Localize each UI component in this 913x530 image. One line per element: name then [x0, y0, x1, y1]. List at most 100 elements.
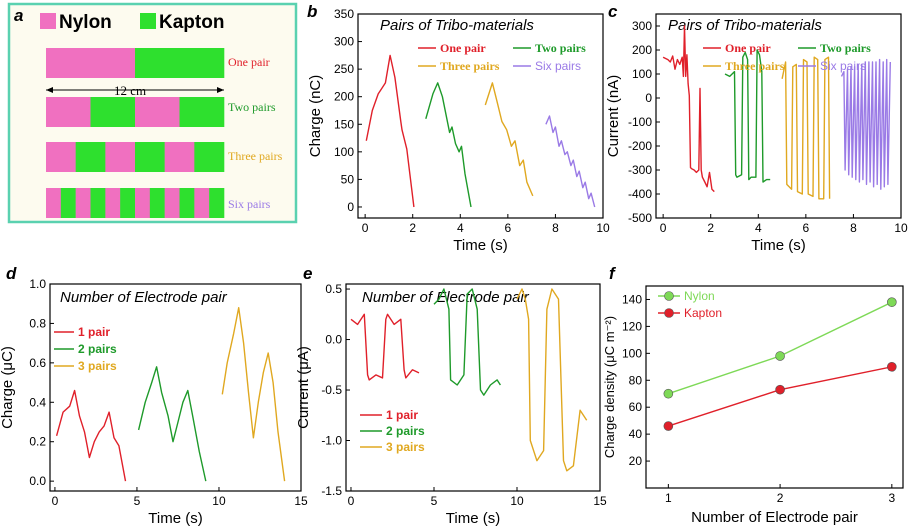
- y-axis-label: Charge (μC): [0, 346, 16, 429]
- legend-label: 2 pairs: [78, 342, 117, 356]
- y-tick-label: 0.5: [325, 282, 342, 296]
- panel-a: a Nylon Kapton 12 cm One pair Two pairs …: [7, 2, 298, 224]
- y-tick-label: 50: [341, 172, 355, 186]
- x-tick-label: 2: [409, 221, 416, 235]
- y-tick-label: -500: [628, 211, 652, 225]
- strip-segment: [105, 142, 136, 172]
- y-tick-label: -1.5: [321, 484, 342, 498]
- legend-label: 3 pairs: [386, 440, 425, 454]
- y-tick-label: 100: [334, 145, 354, 159]
- legend-label: Three pairs: [440, 59, 500, 73]
- y-tick-label: 200: [334, 90, 354, 104]
- row-label-three-pairs: Three pairs: [228, 149, 283, 163]
- y-axis-label: Charge density (μC m⁻²): [602, 316, 617, 458]
- legend-label: 3 pairs: [78, 359, 117, 373]
- strip-segment: [75, 142, 106, 172]
- legend-label: Three pairs: [725, 59, 785, 73]
- legend-marker: [664, 291, 674, 301]
- plot-frame: [345, 283, 601, 492]
- x-tick-label: 10: [596, 221, 610, 235]
- y-tick-label: 1.0: [29, 277, 46, 291]
- nylon-swatch: [40, 13, 56, 29]
- x-tick-label: 6: [803, 221, 810, 235]
- strip-segment: [194, 142, 225, 172]
- strip-segment: [164, 142, 195, 172]
- legend-label: Six pairs: [535, 59, 581, 73]
- legend-label: 1 pair: [386, 408, 418, 422]
- panel-d-label: d: [6, 264, 17, 283]
- series-line-two-pairs: [425, 82, 472, 208]
- series-line-kapton: [668, 366, 892, 427]
- series-line-3-pairs: [516, 288, 588, 472]
- strip-segment: [46, 48, 136, 78]
- panel-f: f 1 2 3 20 40 60 80 100 120 140 Number of Electrode…: [602, 264, 904, 526]
- x-tick-label: 8: [552, 221, 559, 235]
- plot-frame: [645, 285, 904, 489]
- strip-segment: [46, 188, 62, 218]
- y-tick-label: 0: [347, 200, 354, 214]
- y-tick-label: 0.2: [29, 435, 46, 449]
- y-tick-label: 40: [629, 427, 643, 441]
- legend-label: One pair: [725, 41, 771, 55]
- y-tick-label: 0.0: [29, 474, 46, 488]
- y-tick-label: 250: [334, 62, 354, 76]
- series-line-1-pair: [350, 313, 420, 381]
- legend-label: Kapton: [684, 306, 722, 320]
- panel-e-label: e: [303, 264, 312, 283]
- panel-f-label: f: [609, 264, 617, 283]
- x-tick-label: 5: [431, 494, 438, 508]
- series-line-2-pairs: [137, 366, 207, 482]
- legend-label: 1 pair: [78, 325, 110, 339]
- panel-a-label: a: [14, 6, 23, 25]
- x-axis-label: Time (s): [453, 237, 507, 254]
- strip-segment: [46, 142, 76, 172]
- strip-segment: [179, 97, 225, 127]
- strip-segment: [120, 188, 136, 218]
- y-tick-label: -1.0: [321, 434, 342, 448]
- x-tick-label: 4: [457, 221, 464, 235]
- x-tick-label: 2: [707, 221, 714, 235]
- x-tick-label: 10: [894, 221, 908, 235]
- series-line-one-pair: [662, 25, 715, 193]
- kapton-legend-label: Kapton: [159, 12, 224, 33]
- legend-label: Two pairs: [820, 41, 871, 55]
- panel-b-label: b: [307, 2, 317, 21]
- x-tick-label: 10: [510, 494, 524, 508]
- x-tick-label: 6: [505, 221, 512, 235]
- series-line-two-pairs: [724, 49, 771, 183]
- y-axis-label: Current (nA): [605, 75, 622, 158]
- x-tick-label: 4: [755, 221, 762, 235]
- y-tick-label: 0.0: [325, 333, 342, 347]
- x-tick-label: 3: [888, 491, 895, 505]
- x-axis-label: Time (s): [148, 510, 202, 527]
- chart-title: Pairs of Tribo-materials: [380, 17, 534, 34]
- x-axis-label: Time (s): [446, 510, 500, 527]
- legend-label: One pair: [440, 41, 486, 55]
- x-tick-label: 8: [850, 221, 857, 235]
- x-tick-label: 15: [593, 494, 607, 508]
- plot-frame: [357, 13, 604, 219]
- series-line-2-pairs: [433, 288, 501, 396]
- x-tick-label: 5: [134, 494, 141, 508]
- kapton-swatch: [140, 13, 156, 29]
- strip-segment: [135, 188, 151, 218]
- strip-segment: [135, 142, 165, 172]
- dimension-label: 12 cm: [114, 83, 146, 98]
- data-point: [887, 361, 897, 372]
- x-tick-label: 10: [212, 494, 226, 508]
- y-tick-label: 100: [622, 346, 642, 360]
- data-point: [775, 384, 785, 395]
- series-line-six-pairs: [545, 115, 596, 208]
- strip-segment: [135, 48, 225, 78]
- y-tick-label: 300: [334, 35, 354, 49]
- x-tick-label: 2: [777, 491, 784, 505]
- y-tick-label: -100: [628, 115, 652, 129]
- strip-segment: [135, 97, 180, 127]
- data-point: [887, 297, 897, 307]
- series-line-six-pairs: [840, 58, 891, 190]
- y-tick-label: 120: [622, 319, 642, 333]
- y-axis-label: Current (μA): [295, 346, 312, 429]
